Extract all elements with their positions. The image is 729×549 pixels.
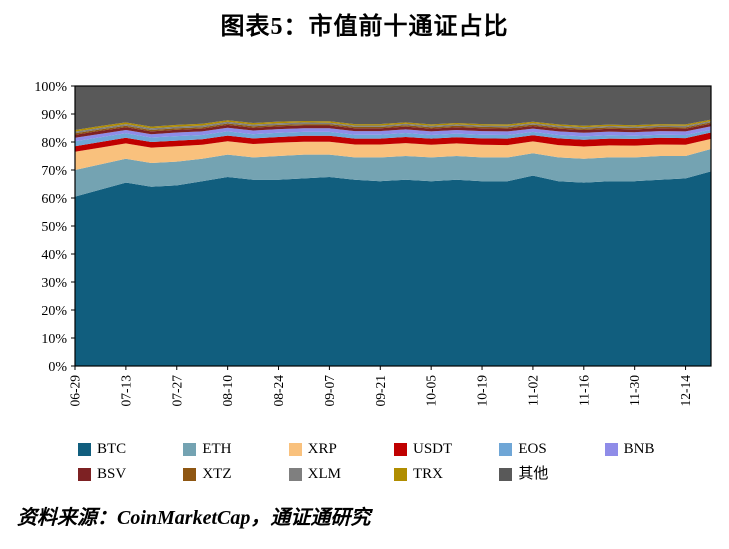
y-axis-label: 10% <box>41 332 67 347</box>
legend-label-TRX: TRX <box>413 466 443 482</box>
legend-label-ETH: ETH <box>202 441 232 457</box>
stacked-area-chart: 0% 10% 20% 30% 40% 50% 60% 70% 80% 90% 100% 06-29 07… <box>34 80 712 407</box>
x-axis-label: 10-05 <box>424 375 439 407</box>
x-axis-label: 07-13 <box>118 375 133 407</box>
x-axis-label: 11-30 <box>627 375 642 406</box>
y-axis-label: 40% <box>41 248 67 263</box>
y-axis-label: 20% <box>41 304 67 319</box>
y-axis-label: 90% <box>41 108 67 123</box>
y-axis-label: 100% <box>34 80 67 95</box>
area-XRP <box>75 138 711 170</box>
x-axis-label: 08-24 <box>271 375 286 407</box>
x-axis-label: 07-27 <box>169 375 184 407</box>
area-BSV <box>75 123 711 138</box>
legend-label-BTC: BTC <box>97 441 127 457</box>
legend-label-其他: 其他 <box>518 466 549 482</box>
area-ETH <box>75 149 711 197</box>
x-axis-label: 11-16 <box>576 375 591 406</box>
legend-item-其他: 其他 <box>499 466 604 482</box>
legend-swatch-XTZ <box>183 467 197 481</box>
legend-label-BSV: BSV <box>97 466 127 482</box>
area-其他 <box>75 86 711 130</box>
chart-legend: BTC ETH XRP USDT EOS BNB BSV XTZ XLM TRX 其他 <box>78 441 710 482</box>
y-axis-label: 0% <box>48 360 67 375</box>
area-EOS <box>75 129 711 147</box>
area-BTC <box>75 171 711 366</box>
legend-swatch-TRX <box>394 467 407 481</box>
legend-swatch-XRP <box>288 442 302 456</box>
x-axis-label: 08-10 <box>220 375 235 407</box>
legend-label-USDT: USDT <box>413 441 453 457</box>
legend-swatch-BNB <box>604 442 618 456</box>
y-axis-label: 80% <box>41 136 67 151</box>
legend-label-XTZ: XTZ <box>202 466 232 482</box>
legend-label-BNB: BNB <box>623 441 655 457</box>
area-XTZ <box>75 122 711 135</box>
y-axis-label: 70% <box>41 164 67 179</box>
source-note: 资料来源：CoinMarketCap，通证通研究 <box>17 507 371 529</box>
legend-swatch-EOS <box>499 442 513 456</box>
legend-item-TRX: TRX <box>394 466 499 482</box>
legend-item-USDT: USDT <box>394 441 499 457</box>
legend-swatch-BTC <box>78 442 91 456</box>
legend-label-XRP: XRP <box>307 441 337 457</box>
x-axis-label: 10-19 <box>475 375 490 407</box>
x-axis-label: 12-14 <box>678 375 693 407</box>
legend-item-EOS: EOS <box>499 441 604 457</box>
x-axis-label: 06-29 <box>68 375 83 407</box>
area-USDT <box>75 132 711 152</box>
area-BNB <box>75 126 711 142</box>
legend-item-BSV: BSV <box>78 466 183 482</box>
legend-swatch-XLM <box>288 467 302 481</box>
y-axis-label: 50% <box>41 220 67 235</box>
legend-item-ETH: ETH <box>183 441 288 457</box>
legend-item-XTZ: XTZ <box>183 466 288 482</box>
x-axis-label: 09-21 <box>373 375 388 407</box>
x-axis-label: 11-02 <box>525 375 540 406</box>
legend-swatch-BSV <box>78 467 91 481</box>
legend-swatch-ETH <box>183 442 197 456</box>
chart-title: 图表5：市值前十通证占比 <box>220 14 509 40</box>
x-axis-label: 09-07 <box>322 375 337 407</box>
legend-item-BTC: BTC <box>78 441 183 457</box>
area-XLM <box>75 121 711 134</box>
legend-item-XRP: XRP <box>288 441 394 457</box>
legend-item-XLM: XLM <box>288 466 394 482</box>
legend-label-XLM: XLM <box>307 466 341 482</box>
legend-item-BNB: BNB <box>604 441 710 457</box>
legend-swatch-其他 <box>499 467 513 481</box>
y-axis-label: 60% <box>41 192 67 207</box>
y-axis-label: 30% <box>41 276 67 291</box>
legend-swatch-USDT <box>394 442 407 456</box>
legend-label-EOS: EOS <box>518 441 547 457</box>
